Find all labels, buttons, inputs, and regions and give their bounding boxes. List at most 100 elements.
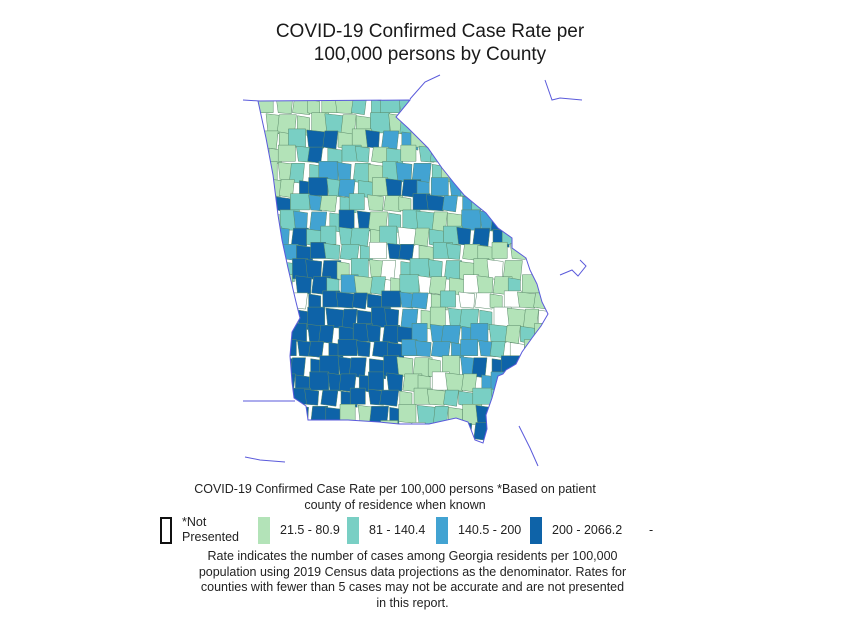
county-cell (524, 339, 544, 356)
legend-item-bin1: 21.5 - 80.9 (258, 514, 340, 546)
county-cell (369, 242, 387, 259)
county-cell (450, 147, 463, 165)
county-cell (350, 422, 371, 441)
footnote: Rate indicates the number of cases among… (140, 549, 685, 611)
county-cell (291, 227, 309, 247)
county-cell (398, 404, 417, 425)
county-cell (267, 277, 285, 297)
county-cell (383, 355, 400, 377)
county-cell (535, 357, 548, 379)
county-cell (310, 406, 329, 427)
legend: *Not Presented 21.5 - 80.9 81 - 140.4 14… (160, 514, 680, 546)
county-cell (292, 422, 310, 441)
county-cell (381, 130, 400, 150)
county-cell (258, 290, 275, 308)
legend-title-line1: COVID-19 Confirmed Case Rate per 100,000… (194, 482, 596, 496)
county-cell (533, 292, 548, 310)
county-cell (456, 226, 472, 246)
county-cell (288, 128, 306, 148)
county-cell (568, 373, 584, 391)
county-cell (295, 275, 312, 295)
county-cell (264, 243, 280, 260)
county-cell (371, 423, 384, 443)
county-cell (339, 404, 356, 425)
county-cell (288, 292, 308, 310)
county-cell (308, 177, 329, 196)
county-cell (510, 212, 528, 234)
county-cell (355, 340, 371, 357)
county-cell (425, 194, 445, 212)
county-cell (540, 275, 548, 295)
county-cell (379, 225, 398, 245)
legend-label-bin1: 21.5 - 80.9 (280, 523, 340, 537)
county-cell (537, 340, 548, 357)
county-cell (321, 420, 338, 439)
county-cell (349, 227, 370, 247)
legend-trailing-dash: - (649, 514, 653, 546)
county-cell (584, 374, 603, 392)
legend-item-not-presented: *Not Presented (160, 514, 239, 546)
legend-swatch-not-presented (160, 516, 172, 544)
county-cell (419, 115, 437, 137)
county-cell (351, 292, 368, 310)
county-cell (519, 356, 534, 378)
county-cell (428, 129, 446, 149)
county-cell (488, 324, 508, 343)
county-cell (501, 389, 520, 407)
county-cell (555, 372, 570, 390)
county-cell (460, 131, 474, 151)
county-cell (366, 324, 381, 343)
county-cell (500, 195, 519, 213)
legend-title: COVID-19 Confirmed Case Rate per 100,000… (150, 481, 640, 513)
county-cell (370, 112, 390, 134)
county-cell (262, 178, 282, 197)
county-cell (488, 423, 506, 443)
county-cell (275, 100, 293, 114)
county-cell (273, 356, 293, 378)
legend-title-line2: county of residence when known (304, 498, 486, 512)
map-title: COVID-19 Confirmed Case Rate per 100,000… (0, 20, 860, 66)
county-cell (443, 389, 459, 407)
county-cell (480, 180, 496, 200)
county-cell (399, 274, 420, 294)
legend-label-line2: Presented (182, 530, 239, 544)
county-cell (540, 374, 548, 394)
county-cell (442, 195, 458, 213)
county-cell (354, 145, 370, 163)
county-cell (260, 195, 277, 213)
county-cell (566, 390, 585, 406)
legend-label-bin2: 81 - 140.4 (369, 523, 426, 537)
county-cell (318, 325, 335, 344)
legend-swatch-bin4 (530, 516, 542, 544)
county-cell (399, 291, 415, 309)
state-border-segment (544, 79, 583, 101)
county-cell (501, 225, 518, 245)
county-cell (306, 129, 326, 149)
county-cell (531, 227, 548, 247)
legend-item-bin4: 200 - 2066.2 (530, 514, 622, 546)
legend-swatch-bin1 (258, 516, 270, 544)
county-cell (474, 292, 495, 310)
county-cell (429, 423, 445, 443)
county-cell (409, 100, 428, 115)
county-cell (429, 100, 447, 117)
county-cell (446, 243, 461, 260)
county-cell (352, 163, 371, 184)
county-cell (414, 340, 432, 357)
county-cell (472, 227, 491, 247)
legend-swatch-bin3 (436, 516, 448, 544)
county-cell (277, 308, 298, 330)
county-cell (259, 161, 278, 182)
county-cell (489, 341, 506, 358)
county-cell (279, 326, 293, 345)
county-cell (348, 193, 365, 211)
county-cell (426, 388, 446, 406)
county-cell (444, 420, 464, 439)
county-cell (264, 342, 278, 360)
county-cell (397, 226, 417, 246)
county-cell (491, 406, 510, 427)
county-cell (551, 359, 567, 379)
legend-swatch-bin2 (347, 516, 359, 544)
county-cell (473, 422, 492, 441)
county-cell (367, 194, 384, 212)
